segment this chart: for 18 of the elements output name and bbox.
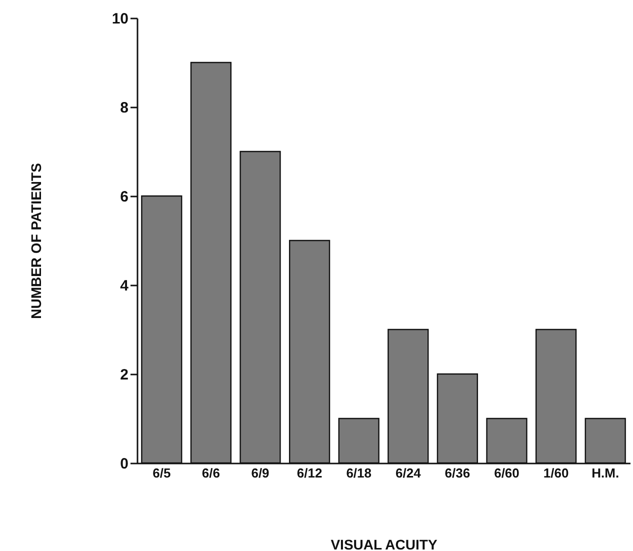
- y-tick-label: 4: [120, 278, 130, 294]
- x-tick-label: H.M.: [592, 466, 620, 480]
- x-tick-label: 6/24: [395, 466, 422, 480]
- y-tick-label: 6: [120, 188, 128, 206]
- x-tick-label: 6/18: [346, 466, 372, 480]
- x-axis-title: VISUAL ACUITY: [330, 536, 438, 551]
- x-tick-label: 6/5: [152, 466, 171, 480]
- y-tick-label: 0: [120, 456, 128, 472]
- x-tick-label: 6/60: [494, 466, 520, 480]
- y-tick-label: 2: [120, 366, 128, 384]
- x-tick-label: 1/60: [543, 466, 569, 480]
- y-axis-title: NUMBER OF PATIENTS: [28, 163, 44, 319]
- y-tick-label: 8: [120, 100, 128, 116]
- x-tick-label: 6/12: [296, 466, 322, 480]
- x-tick-label: 6/36: [444, 466, 470, 480]
- y-tick-label: 10: [112, 10, 128, 28]
- x-tick-label: 6/6: [202, 466, 220, 480]
- x-tick-label: 6/9: [251, 466, 270, 480]
